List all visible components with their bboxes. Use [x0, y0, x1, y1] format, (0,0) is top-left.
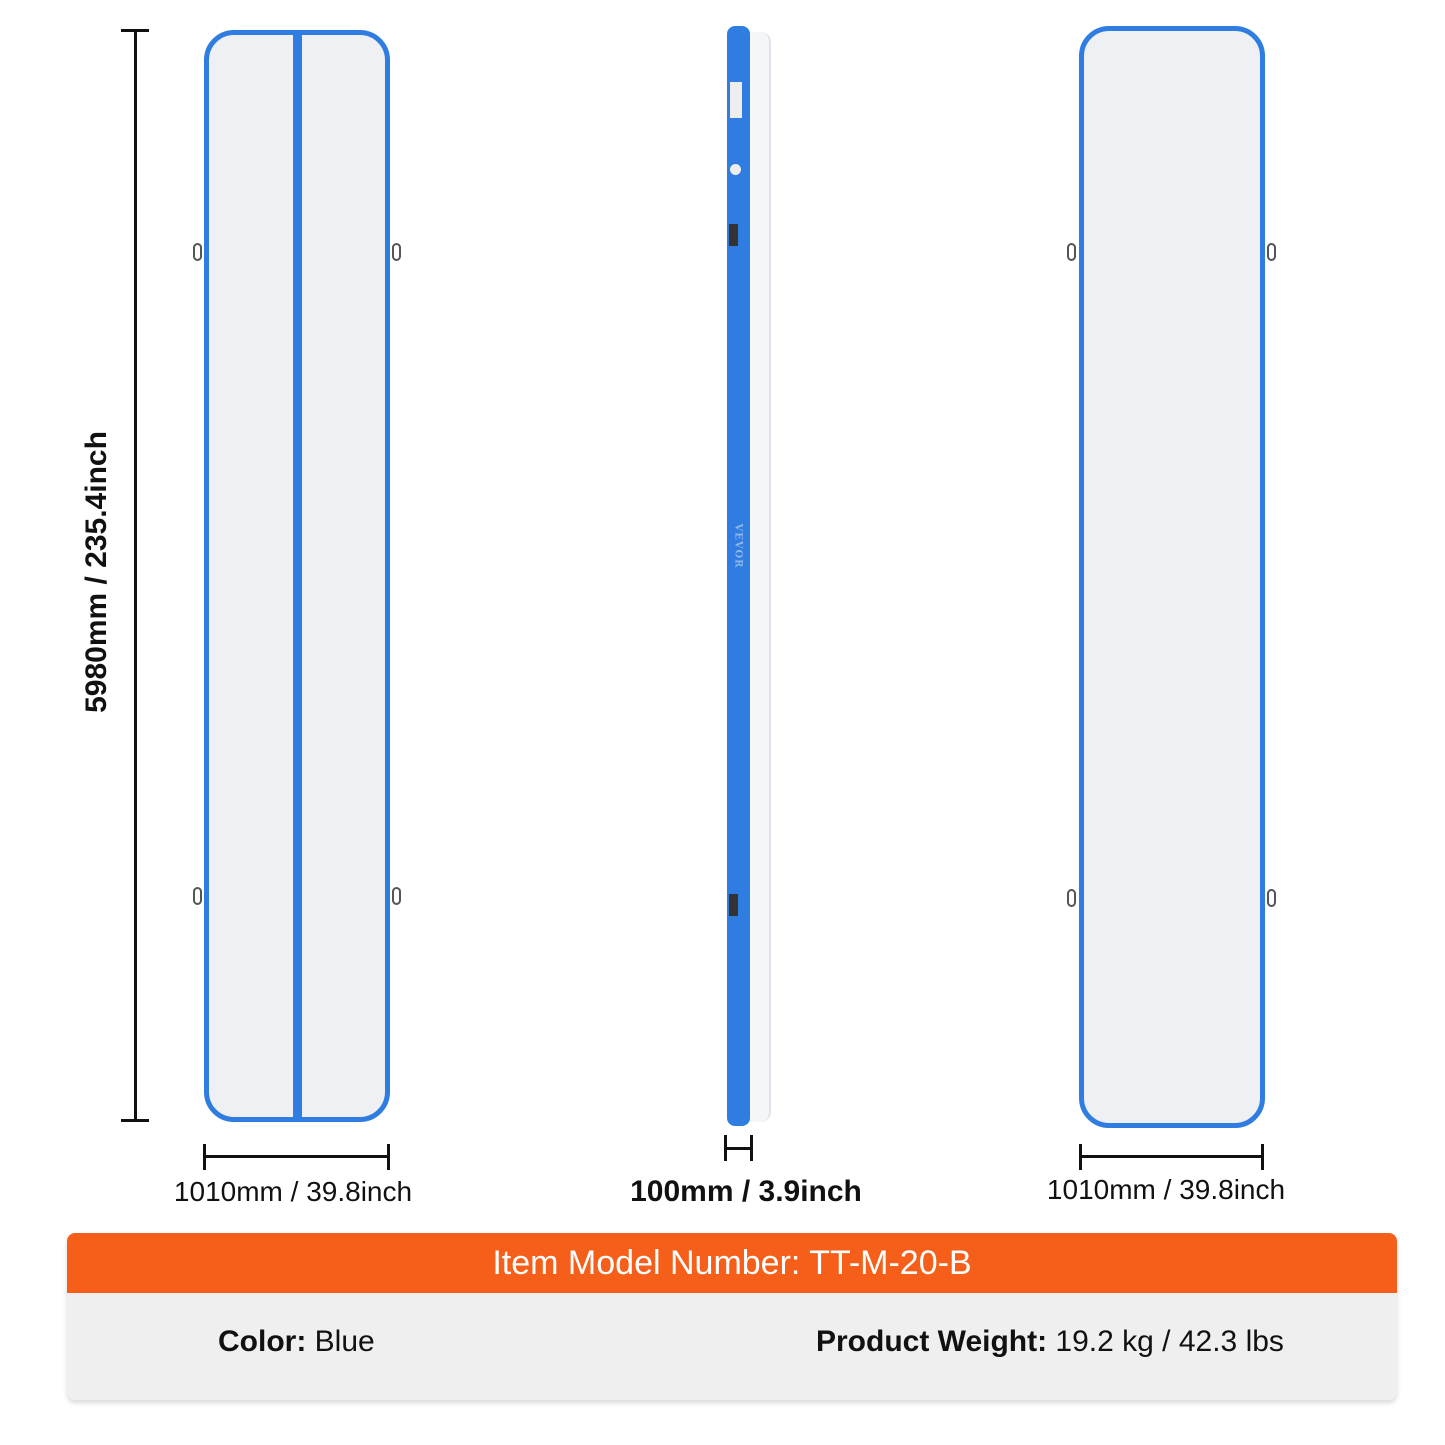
mat-bottom-view: [1079, 26, 1265, 1128]
handle-icon: [1067, 889, 1076, 907]
mat-side-view: VEVOR: [727, 26, 771, 1126]
width-left-tick: [387, 1144, 390, 1170]
handle-icon: [1267, 889, 1276, 907]
width-right-tick: [1079, 1144, 1082, 1170]
handle-icon: [392, 887, 401, 905]
weight-spec: Product Weight: 19.2 kg / 42.3 lbs: [816, 1325, 1284, 1359]
mat-top-view: [204, 30, 390, 1122]
weight-spec-value: 19.2 kg / 42.3 lbs: [1047, 1325, 1284, 1358]
center-stripe: [293, 35, 302, 1117]
thickness-tick: [724, 1135, 727, 1161]
length-dimension-line: [134, 30, 137, 1122]
tag-icon: [729, 894, 738, 916]
handle-icon: [392, 243, 401, 261]
thickness-tick: [750, 1135, 753, 1161]
width-right-line: [1080, 1155, 1264, 1158]
valve-icon: [730, 164, 741, 175]
model-number-header: Item Model Number: TT-M-20-B: [67, 1233, 1397, 1293]
handle-icon: [1067, 243, 1076, 261]
length-label: 5980mm / 235.4inch: [80, 431, 113, 713]
brand-mark: VEVOR: [732, 523, 744, 569]
width-left-tick: [203, 1144, 206, 1170]
length-tick-bottom: [121, 1119, 149, 1122]
length-tick-top: [121, 29, 149, 32]
color-spec-label: Color:: [218, 1325, 307, 1358]
handle-icon: [1267, 243, 1276, 261]
weight-spec-label: Product Weight:: [816, 1325, 1048, 1358]
label-sticker: [730, 82, 742, 118]
thickness-line: [725, 1147, 752, 1150]
handle-icon: [193, 243, 202, 261]
color-spec-value: Blue: [306, 1325, 375, 1358]
tag-icon: [729, 224, 738, 246]
width-left-line: [204, 1155, 390, 1158]
color-spec: Color: Blue: [218, 1325, 375, 1359]
width-left-label: 1010mm / 39.8inch: [173, 1176, 413, 1207]
mat-side-blue: [727, 26, 750, 1126]
width-right-tick: [1261, 1144, 1264, 1170]
specs-panel: Item Model Number: TT-M-20-B Color: Blue…: [67, 1233, 1397, 1400]
handle-icon: [193, 887, 202, 905]
width-right-label: 1010mm / 39.8inch: [1046, 1174, 1286, 1205]
thickness-label: 100mm / 3.9inch: [630, 1175, 862, 1208]
